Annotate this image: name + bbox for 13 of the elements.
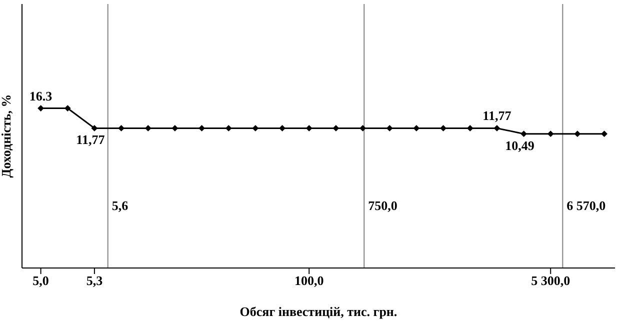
- annotation: 5,6: [112, 198, 129, 213]
- x-tick-label: 5,3: [86, 273, 104, 288]
- x-tick-label: 100,0: [294, 273, 324, 288]
- data-label: 11,77: [76, 132, 106, 148]
- x-tick-label: 5 300,0: [531, 273, 570, 288]
- data-label: 16.3: [29, 88, 53, 104]
- data-label: 11,77: [482, 108, 512, 124]
- y-axis-title: Доходність, %: [0, 94, 14, 178]
- x-tick-label: 5,0: [32, 273, 49, 288]
- data-label: 10,49: [505, 138, 535, 153]
- annotation: 6 570,0: [566, 198, 606, 213]
- x-axis-title: Обсяг інвестицій, тис. грн.: [240, 304, 398, 319]
- annotation: 750,0: [368, 198, 398, 213]
